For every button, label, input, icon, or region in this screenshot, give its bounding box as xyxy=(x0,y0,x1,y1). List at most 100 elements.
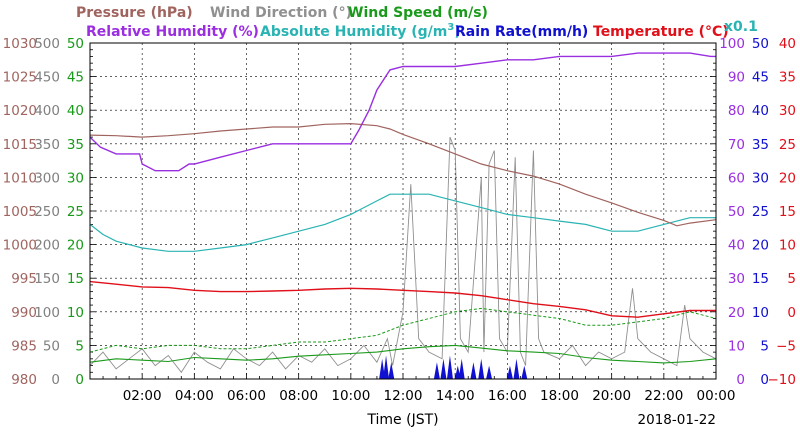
rh-tick-label: 10 xyxy=(728,338,745,354)
rain-tick-label: 10 xyxy=(752,305,769,321)
legend-wind-direction: Wind Direction (°) xyxy=(210,5,352,21)
rain-tick-label: 40 xyxy=(752,103,769,119)
series-wind-speed xyxy=(89,344,717,364)
rain-mark xyxy=(388,362,395,379)
wind_dir-tick-label: 450 xyxy=(34,70,60,86)
date-label: 2018-01-22 xyxy=(638,412,716,428)
rh-tick-label: 50 xyxy=(728,204,745,220)
rain-tick-label: 0 xyxy=(760,372,769,388)
pressure-tick-label: 1020 xyxy=(3,103,37,119)
rain-mark xyxy=(486,365,493,379)
pressure-tick-label: 1015 xyxy=(3,137,37,153)
x-tick-label: 12:00 xyxy=(384,388,423,404)
rain-mark xyxy=(470,362,477,379)
wind_speed-tick-label: 30 xyxy=(67,170,84,186)
temp-tick-label: 15 xyxy=(779,204,796,220)
wind_speed-tick-label: 5 xyxy=(75,338,84,354)
wind_dir-tick-label: 250 xyxy=(34,204,60,220)
x-tick-label: 06:00 xyxy=(227,388,266,404)
series-layer xyxy=(89,52,717,379)
pressure-tick-label: 995 xyxy=(11,271,37,287)
rain-mark xyxy=(513,358,520,379)
x-tick-label: 08:00 xyxy=(279,388,318,404)
x-tick-label: 16:00 xyxy=(488,388,527,404)
rain-tick-label: 50 xyxy=(752,36,769,52)
x-tick-label: 14:00 xyxy=(436,388,475,404)
rain-mark xyxy=(379,358,386,379)
wind_speed-tick-label: 0 xyxy=(75,372,84,388)
absolute-humidity-scale-note: x0.1 xyxy=(724,19,758,35)
rain-tick-label: 45 xyxy=(752,70,769,86)
temp-tick-label: 0 xyxy=(787,305,796,321)
rain-mark xyxy=(446,355,453,379)
rh-tick-label: 70 xyxy=(728,137,745,153)
x-tick-label: 22:00 xyxy=(644,388,683,404)
rain-tick-label: 15 xyxy=(752,271,769,287)
pressure-tick-label: 1010 xyxy=(3,170,37,186)
temp-tick-label: 20 xyxy=(779,170,796,186)
x-tick-label: 00:00 xyxy=(697,388,736,404)
temp-tick-label: −5 xyxy=(776,338,796,354)
series-temperature xyxy=(89,280,716,318)
x-tick-label: 10:00 xyxy=(331,388,370,404)
x-tick-label: 02:00 xyxy=(123,388,162,404)
wind_speed-tick-label: 15 xyxy=(67,271,84,287)
wind_dir-tick-label: 500 xyxy=(34,36,60,52)
series-wind-direction xyxy=(89,136,717,374)
rain-mark xyxy=(440,358,447,379)
rain-tick-label: 20 xyxy=(752,238,769,254)
pressure-tick-label: 980 xyxy=(11,372,37,388)
pressure-tick-label: 985 xyxy=(11,338,37,354)
temp-tick-label: 40 xyxy=(779,36,796,52)
series-relative-humidity xyxy=(89,52,716,172)
temp-tick-label: 35 xyxy=(779,70,796,86)
rh-tick-label: 80 xyxy=(728,103,745,119)
wind_dir-tick-label: 300 xyxy=(34,170,60,186)
temp-tick-label: 5 xyxy=(787,271,796,287)
pressure-tick-label: 1030 xyxy=(3,36,37,52)
rain-mark xyxy=(433,362,440,379)
rain-mark xyxy=(506,365,513,379)
legend-wind-speed: Wind Speed (m/s) xyxy=(348,5,488,21)
pressure-tick-label: 990 xyxy=(11,305,37,321)
pressure-tick-label: 1025 xyxy=(3,70,37,86)
rh-tick-label: 0 xyxy=(736,372,745,388)
pressure-tick-label: 1005 xyxy=(3,204,37,220)
left-axes: 1030102510201015101010051000995990985980… xyxy=(3,36,84,388)
rain-mark xyxy=(458,358,465,379)
wind_dir-tick-label: 50 xyxy=(43,338,60,354)
wind_dir-tick-label: 350 xyxy=(34,137,60,153)
wind_speed-tick-label: 20 xyxy=(67,238,84,254)
legend-temperature: Temperature (°C) xyxy=(593,24,729,40)
wind_speed-tick-label: 25 xyxy=(67,204,84,220)
x-tick-label: 20:00 xyxy=(592,388,631,404)
x-tick-label: 18:00 xyxy=(540,388,579,404)
x-axis: 02:00 04:00 06:00 08:00 10:00 12:00 14:00 16:00… xyxy=(123,388,736,404)
series-wind-gust xyxy=(89,307,717,353)
rain-tick-label: 25 xyxy=(752,204,769,220)
wind_speed-tick-label: 50 xyxy=(67,36,84,52)
rain-tick-label: 35 xyxy=(752,137,769,153)
legend-pressure: Pressure (hPa) xyxy=(76,5,193,21)
wind_dir-tick-label: 150 xyxy=(34,271,60,287)
temp-tick-label: 10 xyxy=(779,238,796,254)
legend-relative-humidity: Relative Humidity (%) xyxy=(86,24,259,40)
rh-tick-label: 100 xyxy=(719,36,745,52)
wind_speed-tick-label: 40 xyxy=(67,103,84,119)
wind_speed-tick-label: 35 xyxy=(67,137,84,153)
wind_dir-tick-label: 400 xyxy=(34,103,60,119)
wind_dir-tick-label: 200 xyxy=(34,238,60,254)
x-axis-label: Time (JST) xyxy=(366,412,438,428)
series-absolute-humidity xyxy=(89,193,716,252)
rain-mark xyxy=(383,355,390,379)
rain-tick-label: 30 xyxy=(752,170,769,186)
rain-mark xyxy=(478,358,485,379)
temp-tick-label: 25 xyxy=(779,137,796,153)
wind_dir-tick-label: 0 xyxy=(51,372,60,388)
legend-rain-rate: Rain Rate(mm/h) xyxy=(455,24,588,40)
wind_dir-tick-label: 100 xyxy=(34,305,60,321)
wind_speed-tick-label: 45 xyxy=(67,70,84,86)
series-pressure xyxy=(89,122,717,227)
wind_speed-tick-label: 10 xyxy=(67,305,84,321)
